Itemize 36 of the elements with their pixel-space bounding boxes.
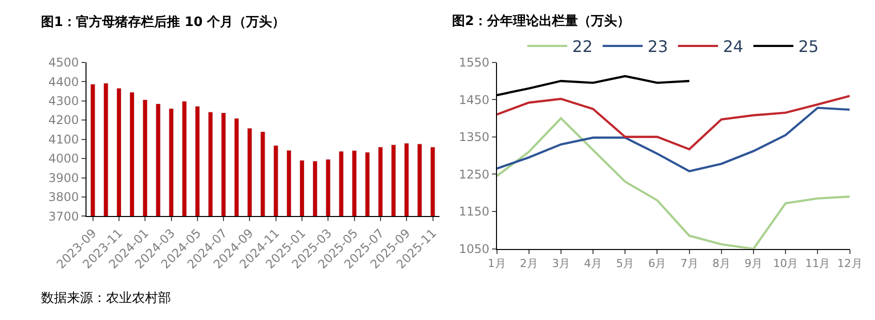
y-tick-label: 4200 [48,113,79,128]
x-tick-label: 4月 [584,257,602,270]
line-series [496,94,850,150]
x-tick-label: 9月 [744,257,763,270]
x-tick-label: 10月 [773,257,798,270]
legend-label: 23 [648,37,668,56]
y-tick-label: 1550 [458,56,490,70]
y-tick-label: 1350 [458,130,490,144]
y-tick-label: 4100 [48,132,79,146]
y-tick-label: 4400 [48,74,79,89]
y-tick-label: 3800 [48,190,79,204]
x-tick-label: 2月 [520,257,538,270]
y-tick-label: 4300 [48,94,79,108]
y-tick-label: 1050 [458,242,490,256]
legend-label: 22 [572,37,593,56]
y-tick-label: 3900 [48,170,79,185]
y-tick-label: 1450 [458,92,490,107]
y-tick-label: 1250 [458,167,490,182]
chart-title: 图1：官方母猪存栏后推 10 个月（万头） [41,14,286,30]
legend-label: 24 [722,37,744,56]
x-tick-label: 5月 [616,257,634,270]
x-tick-label: 8月 [712,257,730,270]
y-tick-label: 3700 [48,209,79,224]
legend-label: 25 [798,37,819,56]
chart-title: 图2：分年理论出栏量（万头） [452,14,630,29]
x-tick-label: 6月 [648,257,666,270]
x-tick-label: 11月 [805,257,830,270]
x-tick-label: 3月 [552,257,570,270]
source-note: 数据来源：农业农村部 [41,291,171,306]
y-tick-label: 4500 [48,56,79,70]
y-tick-label: 4000 [48,152,79,166]
line-series [496,106,850,172]
x-tick-label: 12月 [837,257,862,270]
x-tick-label: 7月 [680,257,698,270]
x-tick-label: 1月 [488,257,506,270]
y-tick-label: 1150 [458,204,490,219]
